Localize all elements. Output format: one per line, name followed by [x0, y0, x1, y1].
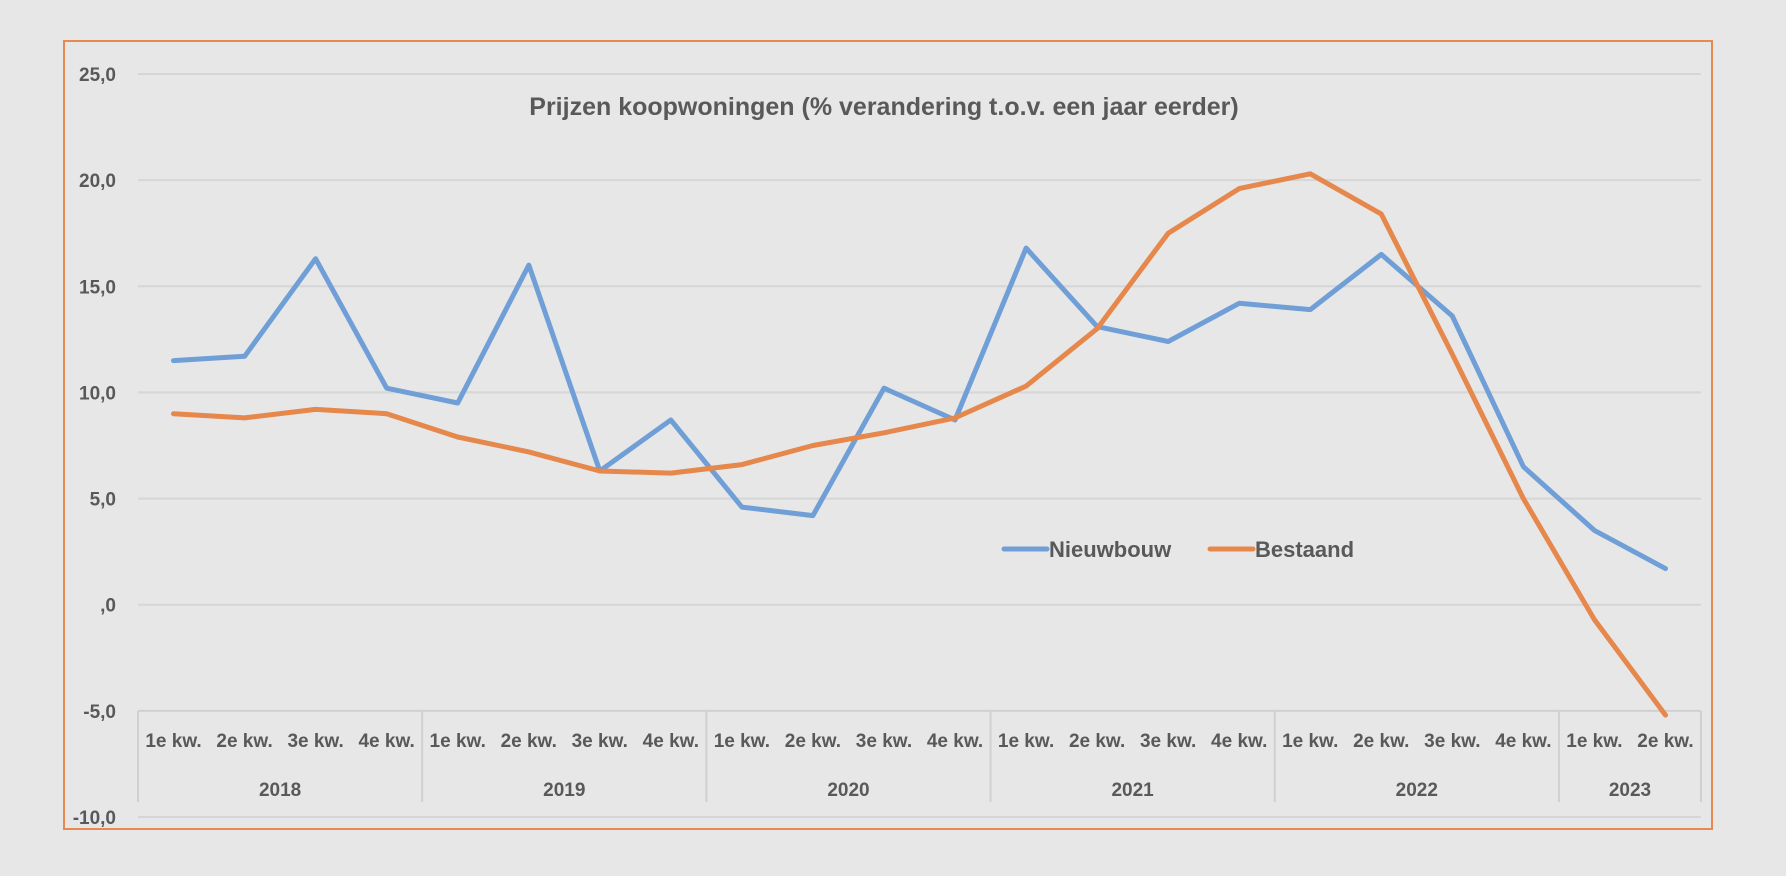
x-tick-label: 1e kw. [1566, 731, 1622, 752]
x-tick-label: 3e kw. [287, 731, 343, 752]
y-tick-label: 15,0 [79, 277, 116, 298]
x-tick-label: 3e kw. [1140, 731, 1196, 752]
y-tick-label: 5,0 [90, 490, 116, 511]
x-tick-label: 2e kw. [501, 731, 557, 752]
x-tick-label: 2e kw. [216, 731, 272, 752]
x-tick-label: 1e kw. [430, 731, 486, 752]
year-label: 2019 [543, 780, 585, 801]
x-tick-label: 3e kw. [572, 731, 628, 752]
x-tick-label: 1e kw. [145, 731, 201, 752]
chart-title: Prijzen koopwoningen (% verandering t.o.… [529, 93, 1238, 121]
x-tick-label: 2e kw. [1069, 731, 1125, 752]
y-tick-label: 10,0 [79, 383, 116, 404]
series-line-bestaand [171, 171, 1668, 718]
x-tick-label: 1e kw. [714, 731, 770, 752]
gridlines [138, 73, 1701, 818]
y-tick-label: -10,0 [73, 808, 116, 829]
x-axis: 1e kw. 2e kw. 3e kw. 4e kw. 2018 1e kw. 2e kw.… [137, 709, 1702, 802]
year-label: 2020 [827, 780, 869, 801]
series-lines [171, 171, 1668, 718]
x-tick-label: 4e kw. [1211, 731, 1267, 752]
y-tick-label: -5,0 [83, 702, 116, 723]
year-label: 2018 [259, 780, 301, 801]
x-tick-label: 2e kw. [785, 731, 841, 752]
x-tick-label: 4e kw. [643, 731, 699, 752]
chart-frame [63, 40, 1713, 830]
x-tick-label: 2e kw. [1353, 731, 1409, 752]
x-tick-label: 3e kw. [856, 731, 912, 752]
x-tick-label: 3e kw. [1424, 731, 1480, 752]
year-label: 2023 [1609, 780, 1651, 801]
year-label: 2022 [1396, 780, 1438, 801]
y-axis: 25,0 20,0 15,0 10,0 5,0 ,0 -5,0 -10,0 [73, 65, 116, 829]
legend-label-bestaand: Bestaand [1255, 537, 1354, 562]
x-tick-label: 4e kw. [1495, 731, 1551, 752]
legend: Nieuwbouw Bestaand [1001, 537, 1354, 562]
x-tick-label: 1e kw. [1282, 731, 1338, 752]
x-tick-label: 1e kw. [998, 731, 1054, 752]
series-line-nieuwbouw [171, 245, 1668, 572]
y-tick-label: 25,0 [79, 65, 116, 86]
y-tick-label: ,0 [100, 596, 116, 617]
x-tick-label: 2e kw. [1637, 731, 1693, 752]
x-tick-label: 4e kw. [927, 731, 983, 752]
year-label: 2021 [1111, 780, 1154, 801]
x-tick-label: 4e kw. [358, 731, 414, 752]
legend-label-nieuwbouw: Nieuwbouw [1049, 537, 1172, 562]
y-tick-label: 20,0 [79, 171, 116, 192]
